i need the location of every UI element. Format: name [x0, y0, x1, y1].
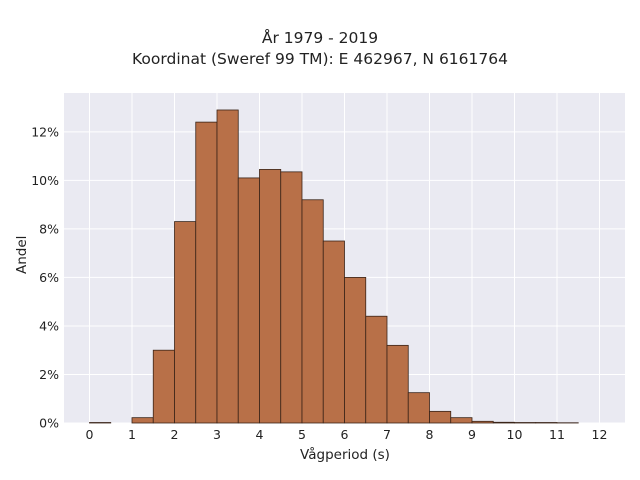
chart-subtitle: Koordinat (Sweref 99 TM): E 462967, N 61…: [132, 50, 508, 68]
histogram-bar: [259, 169, 282, 424]
x-tick-label: 8: [426, 427, 434, 442]
x-tick-label: 3: [213, 427, 221, 442]
histogram-bar: [280, 171, 303, 424]
histogram-bar: [216, 109, 239, 424]
histogram-bar: [174, 221, 197, 424]
histogram-bar: [450, 417, 473, 424]
x-tick-label: 7: [383, 427, 391, 442]
y-tick-label: 8%: [39, 221, 59, 236]
histogram-bar: [407, 392, 430, 424]
histogram-bar: [386, 344, 409, 424]
x-tick-label: 2: [171, 427, 179, 442]
x-tick-label: 0: [86, 427, 94, 442]
x-tick-label: 9: [468, 427, 476, 442]
histogram-bar: [492, 421, 515, 424]
x-tick-label: 6: [341, 427, 349, 442]
histogram-bar: [471, 420, 494, 424]
x-tick-label: 11: [549, 427, 565, 442]
chart-title: År 1979 - 2019: [261, 29, 379, 47]
y-tick-label: 6%: [39, 270, 59, 285]
histogram-bar: [152, 349, 175, 424]
x-tick-label: 12: [592, 427, 608, 442]
x-tick-label: 5: [298, 427, 306, 442]
histogram-bar: [365, 315, 388, 424]
histogram-bar: [195, 121, 218, 424]
y-tick-label: 0%: [39, 416, 59, 431]
x-tick-label: 10: [507, 427, 523, 442]
x-axis-label: Vågperiod (s): [300, 447, 390, 463]
histogram-bar: [237, 177, 260, 424]
histogram-bar: [429, 410, 452, 424]
y-tick-label: 4%: [39, 318, 59, 333]
histogram-bar: [131, 417, 154, 424]
histogram-bar: [322, 240, 345, 424]
x-tick-label: 4: [256, 427, 264, 442]
y-tick-label: 12%: [31, 124, 59, 139]
y-tick-label: 10%: [31, 173, 59, 188]
y-tick-label: 2%: [39, 367, 59, 382]
x-tick-label: 1: [128, 427, 136, 442]
histogram-bar: [301, 199, 324, 424]
histogram-bar: [344, 277, 367, 424]
